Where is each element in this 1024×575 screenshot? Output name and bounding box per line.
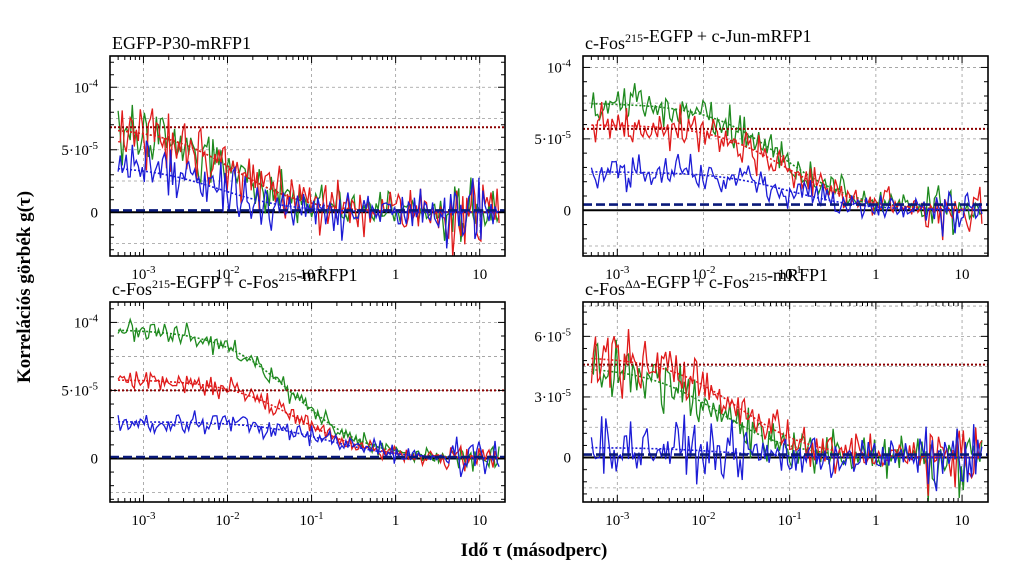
fit-line-green <box>591 103 982 211</box>
fit-line-red <box>118 129 500 213</box>
fit-line-blue <box>591 171 982 211</box>
x-tick-label: 1 <box>872 513 880 529</box>
y-tick-label: 0 <box>91 451 99 467</box>
x-tick-label: 1 <box>392 513 400 529</box>
x-tick-label: 10-1 <box>778 264 802 283</box>
fit-line-red <box>591 357 982 459</box>
y-tick-label: 5·10-5 <box>534 129 571 148</box>
y-tick-label: 10-4 <box>74 312 99 331</box>
data-line-red <box>117 371 500 472</box>
y-tick-label: 5·10-5 <box>61 140 98 159</box>
fit-line-red <box>591 124 982 211</box>
panel-title: EGFP-P30-mRFP1 <box>112 33 251 53</box>
data-line-red <box>590 329 983 496</box>
x-tick-label: 10-3 <box>131 264 156 283</box>
panel-title: c-Fos215-EGFP + c-Jun-mRFP1 <box>585 26 812 53</box>
x-tick-label: 10-3 <box>605 264 630 283</box>
chart-panel-3: 10-3 10-2 10-1 1 10 0 5·10-5 10-4 c-Fos215-EGFP … <box>61 265 506 529</box>
x-tick-label: 10-3 <box>605 510 630 529</box>
plot-frame <box>109 301 506 503</box>
data-line-blue <box>117 140 500 249</box>
y-tick-label: 3·10-5 <box>534 387 571 406</box>
x-tick-label: 10 <box>955 513 970 529</box>
plot-area <box>583 83 988 241</box>
x-tick-label: 1 <box>872 267 880 283</box>
y-tick-label: 0 <box>564 451 572 467</box>
fit-line-blue <box>118 167 500 213</box>
plot-area <box>110 104 505 256</box>
y-axis-title: Korrelációs görbék g(τ) <box>14 191 35 383</box>
x-tick-label: 10-2 <box>691 510 715 529</box>
panel-title: c-FosΔΔ-EGFP + c-Fos215-mRFP1 <box>585 265 828 299</box>
x-tick-label: 10 <box>955 267 970 283</box>
plot-area <box>110 317 505 478</box>
plot-frame <box>582 55 989 257</box>
data-line-blue <box>590 153 983 237</box>
panel-title: c-Fos215-EGFP + c-Fos215-mRFP1 <box>112 265 358 299</box>
x-tick-label: 1 <box>392 267 400 283</box>
data-line-green <box>117 317 500 472</box>
fit-line-blue <box>591 446 982 459</box>
chart-panel-1: 10-3 10-2 10-1 1 10 0 5·10-5 10-4 EGFP-P30-mRFP1 <box>61 33 506 283</box>
chart-panel-2: 10-3 10-2 10-1 1 10 0 5·10-5 10-4 c-Fos215-EGFP … <box>534 26 989 283</box>
chart-panel-4: 10-3 10-2 10-1 1 10 0 3·10-5 6·10-5 c-FosΔΔ-EGFP… <box>534 265 989 529</box>
x-tick-label: 10 <box>472 513 487 529</box>
y-tick-label: 0 <box>564 203 572 219</box>
plot-area <box>583 329 988 502</box>
y-tick-label: 0 <box>91 205 99 221</box>
fit-line-green <box>118 329 500 459</box>
x-tick-label: 10-1 <box>778 510 802 529</box>
x-tick-label: 10-2 <box>691 264 715 283</box>
x-tick-label: 10-2 <box>215 264 239 283</box>
x-axis-title: Idő τ (másodperc) <box>461 540 608 561</box>
data-line-green <box>590 83 983 235</box>
y-tick-label: 10-4 <box>74 77 99 96</box>
x-tick-label: 10-1 <box>299 510 323 529</box>
x-tick-label: 10-3 <box>131 510 156 529</box>
y-tick-label: 10-4 <box>547 57 572 76</box>
y-tick-label: 6·10-5 <box>534 326 571 345</box>
x-tick-label: 10-1 <box>299 264 323 283</box>
y-tick-label: 5·10-5 <box>61 380 98 399</box>
x-tick-label: 10 <box>472 267 487 283</box>
x-tick-label: 10-2 <box>215 510 239 529</box>
data-line-red <box>591 101 983 241</box>
